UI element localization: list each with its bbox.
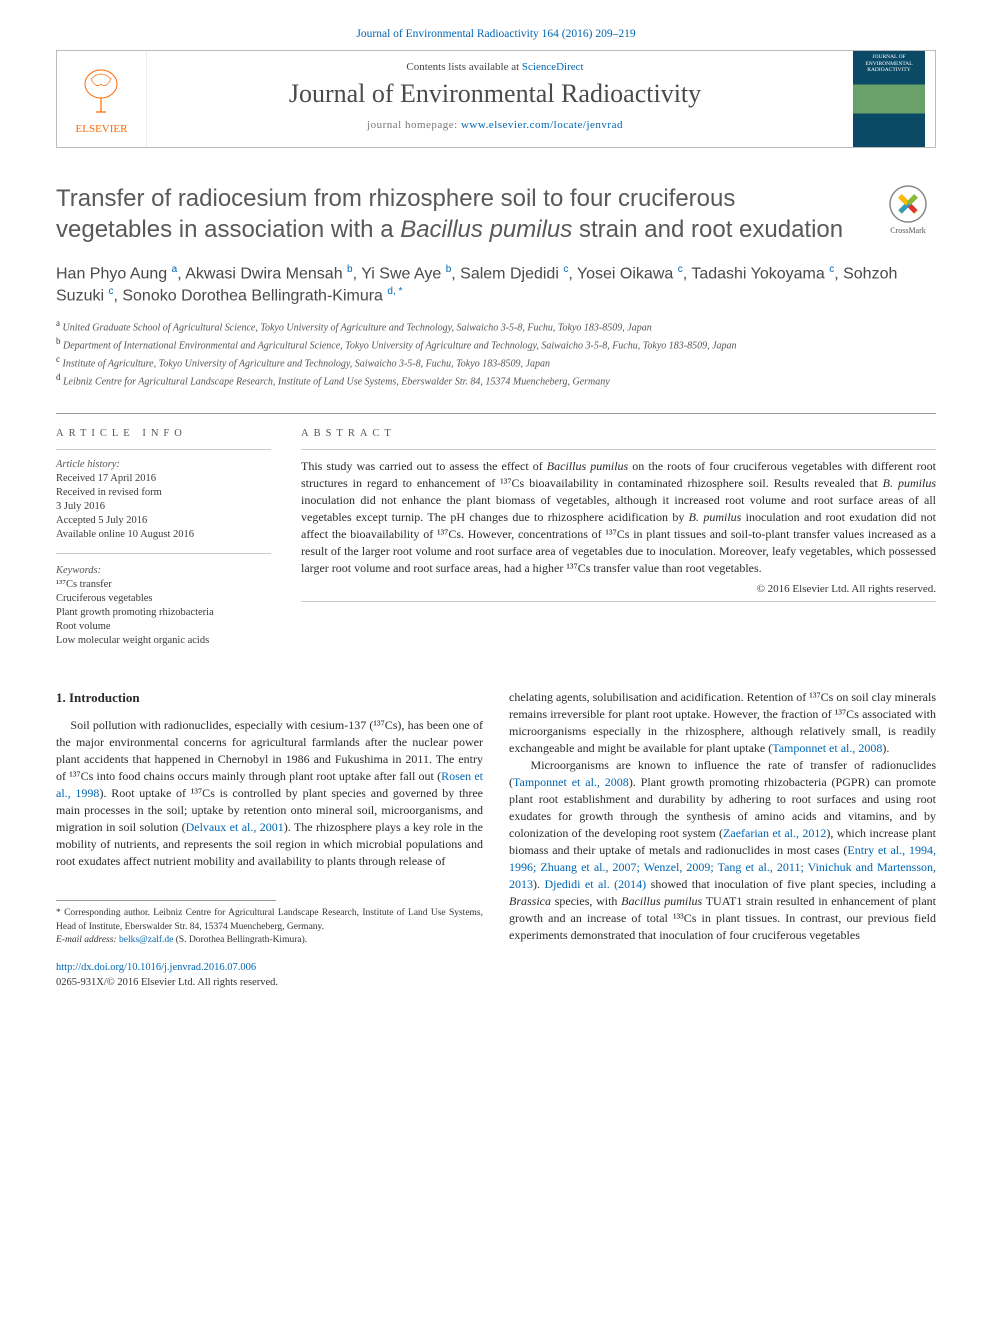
keywords-list: ¹³⁷Cs transfer Cruciferous vegetables Plan… [56, 578, 271, 649]
history-revised-1: Received in revised form [56, 487, 162, 498]
keywords-label: Keywords: [56, 565, 101, 576]
affiliation-item: d Leibniz Centre for Agricultural Landsc… [56, 371, 936, 389]
affiliations: a United Graduate School of Agricultural… [56, 317, 936, 388]
ref-link[interactable]: Zaefarian et al., 2012 [723, 826, 826, 840]
masthead: ELSEVIER Contents lists available at Sci… [56, 50, 936, 148]
history-revised-2: 3 July 2016 [56, 501, 105, 512]
article-info-heading: ARTICLE INFO [56, 428, 271, 439]
email-line: E-mail address: belks@zalf.de (S. Doroth… [56, 934, 483, 947]
abstract-heading: ABSTRACT [301, 428, 936, 439]
ref-link[interactable]: Rosen et al., 1998 [56, 769, 483, 800]
keyword-item: Cruciferous vegetables [56, 593, 153, 604]
header-citation: Journal of Environmental Radioactivity 1… [56, 28, 936, 40]
doi-line: http://dx.doi.org/10.1016/j.jenvrad.2016… [56, 961, 483, 976]
crossmark-label: CrossMark [890, 226, 926, 235]
keyword-item: ¹³⁷Cs transfer [56, 579, 112, 590]
journal-cover-thumb: JOURNAL OF ENVIRONMENTAL RADIOACTIVITY [843, 51, 935, 147]
journal-cover-text: JOURNAL OF ENVIRONMENTAL RADIOACTIVITY [853, 51, 925, 147]
keyword-item: Root volume [56, 621, 111, 632]
abstract-copyright: © 2016 Elsevier Ltd. All rights reserved… [301, 583, 936, 595]
elsevier-tree-icon [76, 64, 126, 120]
contents-available: Contents lists available at ScienceDirec… [155, 61, 835, 73]
email-link[interactable]: belks@zalf.de [119, 935, 173, 945]
article-title: Transfer of radiocesium from rhizosphere… [56, 184, 858, 245]
affiliation-item: b Department of International Environmen… [56, 335, 936, 353]
doi-link[interactable]: http://dx.doi.org/10.1016/j.jenvrad.2016… [56, 962, 256, 973]
publisher-logo: ELSEVIER [57, 51, 147, 147]
article-info: ARTICLE INFO Article history: Received 1… [56, 428, 271, 649]
sciencedirect-link[interactable]: ScienceDirect [522, 61, 584, 73]
keyword-item: Low molecular weight organic acids [56, 635, 209, 646]
journal-homepage: journal homepage: www.elsevier.com/locat… [155, 119, 835, 131]
affiliation-item: c Institute of Agriculture, Tokyo Univer… [56, 353, 936, 371]
ref-link[interactable]: Tamponnet et al., 2008 [772, 741, 882, 755]
ref-link[interactable]: Tamponnet et al., 2008 [513, 775, 629, 789]
history-received: Received 17 April 2016 [56, 473, 156, 484]
abstract-text: This study was carried out to assess the… [301, 458, 936, 577]
affiliation-item: a United Graduate School of Agricultural… [56, 317, 936, 335]
authors-list: Han Phyo Aung a, Akwasi Dwira Mensah b, … [56, 263, 936, 307]
keyword-item: Plant growth promoting rhizobacteria [56, 607, 214, 618]
header-citation-link[interactable]: Journal of Environmental Radioactivity 1… [356, 28, 635, 40]
ref-link[interactable]: Djedidi et al. (2014) [544, 877, 646, 891]
history-accepted: Accepted 5 July 2016 [56, 515, 147, 526]
crossmark-badge[interactable]: CrossMark [880, 184, 936, 235]
journal-homepage-link[interactable]: www.elsevier.com/locate/jenvrad [461, 119, 623, 131]
intro-col-2: chelating agents, solubilisation and aci… [509, 689, 936, 944]
corresponding-author: * Corresponding author. Leibniz Centre f… [56, 907, 483, 934]
publisher-name: ELSEVIER [76, 123, 128, 135]
intro-col-1: Soil pollution with radionuclides, espec… [56, 717, 483, 870]
history-online: Available online 10 August 2016 [56, 529, 194, 540]
issn-line: 0265-931X/© 2016 Elsevier Ltd. All right… [56, 976, 483, 991]
article-history-label: Article history: [56, 459, 120, 470]
ref-link[interactable]: Delvaux et al., 2001 [186, 820, 284, 834]
section-intro-heading: 1. Introduction [56, 689, 483, 707]
crossmark-icon [888, 184, 928, 224]
journal-name: Journal of Environmental Radioactivity [155, 79, 835, 109]
